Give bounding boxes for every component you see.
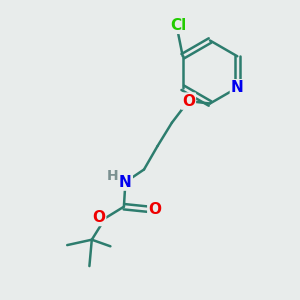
Text: O: O: [182, 94, 195, 109]
Text: O: O: [92, 210, 105, 225]
Text: O: O: [148, 202, 161, 217]
Text: N: N: [119, 175, 132, 190]
Text: Cl: Cl: [170, 18, 186, 33]
Text: H: H: [107, 169, 118, 182]
Text: N: N: [231, 80, 244, 95]
